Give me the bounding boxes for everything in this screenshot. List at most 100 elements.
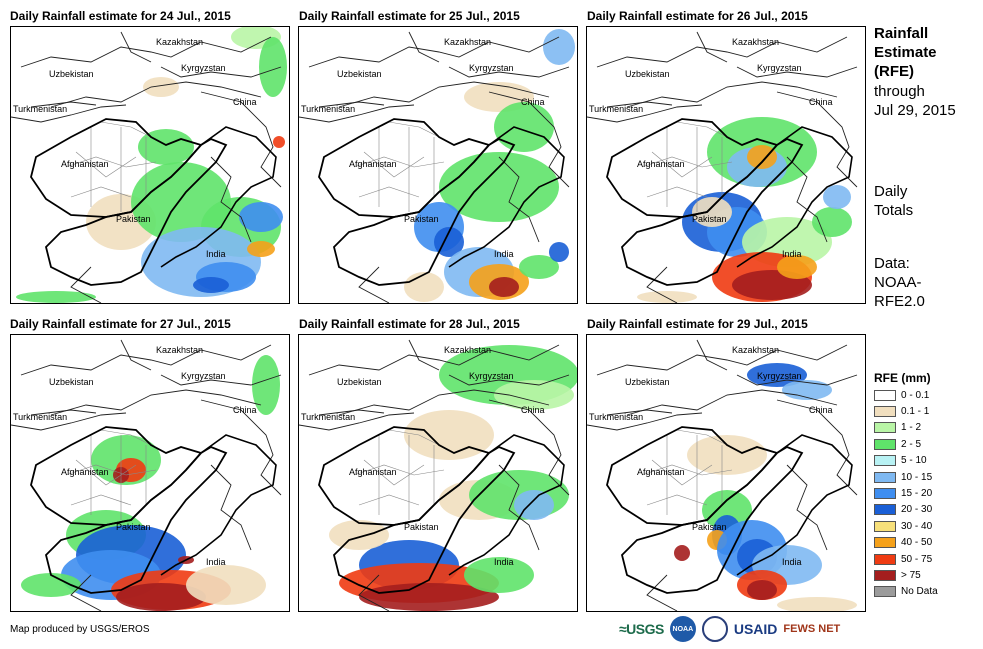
country-border [488,91,570,188]
country-label-china: China [521,405,545,415]
panel-title-6: Daily Rainfall estimate for 29 Jul., 201… [587,317,808,331]
country-label-afghanistan: Afghanistan [637,467,685,477]
rainfall-area [687,435,767,475]
legend-item: 30 - 40 [874,518,938,534]
country-label-pakistan: Pakistan [116,214,151,224]
label-layer: Kazakhstan Kyrgyzstan Uzbekistan Turkmenist… [13,345,257,567]
border-layer [299,339,570,611]
country-label-india: India [494,557,514,567]
rainfall-area [464,557,534,593]
legend-label: 20 - 30 [901,504,933,516]
legend-label: > 75 [901,569,921,581]
legend-swatch [874,520,896,532]
admin-boundary [353,156,445,168]
rainfall-area [186,565,266,605]
legend-title: RFE (mm) [874,371,931,385]
country-border [70,266,102,303]
country-border [338,389,550,416]
country-border [448,66,570,78]
rainfall-area [494,380,574,410]
border-layer [11,31,282,303]
admin-boundary [70,494,132,506]
country-border [160,66,282,78]
country-border [30,409,97,416]
country-label-uzbekistan: Uzbekistan [49,69,94,79]
usgs-logo: ≈USGS [619,621,664,637]
country-label-india: India [782,249,802,259]
country-label-turkmenistan: Turkmenistan [301,104,355,114]
country-border [318,101,385,108]
country-label-pakistan: Pakistan [404,522,439,532]
side-title-1: Rainfall [874,25,929,42]
admin-boundary [358,186,420,198]
rainfall-layer [16,27,287,303]
india-border [160,126,277,268]
rainfall-area [21,573,81,597]
admin-boundary [363,459,425,486]
legend-item: 1 - 2 [874,420,938,436]
side-title-2: Estimate [874,44,937,61]
legend-swatch [874,455,896,467]
country-label-pakistan: Pakistan [116,522,151,532]
rainfall-area [116,583,206,611]
rainfall-layer [329,345,577,611]
country-border [210,156,252,243]
country-border [200,91,282,188]
country-label-afghanistan: Afghanistan [61,159,109,169]
country-label-uzbekistan: Uzbekistan [625,69,670,79]
country-label-afghanistan: Afghanistan [61,467,109,477]
legend-item: 40 - 50 [874,535,938,551]
legend-label: 0 - 0.1 [901,389,930,401]
country-border [736,374,858,386]
map-panel-2: Kazakhstan Kyrgyzstan Uzbekistan Turkmenist… [298,26,578,304]
map-credit: Map produced by USGS/EROS [10,624,150,635]
side-date: Jul 29, 2015 [874,102,956,119]
rainfall-area [782,380,832,400]
country-border [696,31,728,63]
country-label-uzbekistan: Uzbekistan [337,377,382,387]
rainfall-area [637,291,697,303]
country-label-afghanistan: Afghanistan [637,159,685,169]
legend-swatch [874,471,896,483]
rainfall-area [674,545,690,561]
rainfall-area [543,29,575,65]
side-through: through [874,83,925,100]
rainfall-area [193,277,229,293]
admin-boundary [65,464,157,476]
legend-item: 15 - 20 [874,485,938,501]
country-border [358,574,390,611]
country-border [696,339,728,371]
country-label-kazakhstan: Kazakhstan [732,37,779,47]
country-label-turkmenistan: Turkmenistan [589,104,643,114]
country-border [120,339,152,371]
country-label-kazakhstan: Kazakhstan [732,345,779,355]
rainfall-layer [21,355,280,611]
panel-title-4: Daily Rainfall estimate for 27 Jul., 201… [10,317,231,331]
country-border [160,374,282,386]
rainfall-area [252,355,280,415]
legend-label: 5 - 10 [901,455,927,467]
country-label-india: India [206,557,226,567]
india-border [736,434,853,576]
rainfall-area [247,241,275,257]
rainfall-area [239,202,283,232]
pakistan-outline [333,445,516,594]
rainfall-area [489,277,519,297]
legend-label: No Data [901,586,938,598]
legend-swatch [874,569,896,581]
country-label-pakistan: Pakistan [692,214,727,224]
country-border [596,344,848,376]
pakistan-outline [45,445,228,594]
country-label-china: China [233,97,257,107]
country-border [488,399,570,496]
rainfall-area [549,242,569,262]
rainfall-area [359,583,499,611]
rainfall-area [812,207,852,237]
pakistan-outline [333,137,516,286]
rainfall-area [16,291,96,303]
country-label-kazakhstan: Kazakhstan [444,345,491,355]
country-label-afghanistan: Afghanistan [349,467,397,477]
country-label-kazakhstan: Kazakhstan [156,345,203,355]
rainfall-area [777,255,817,279]
country-border [299,412,415,431]
